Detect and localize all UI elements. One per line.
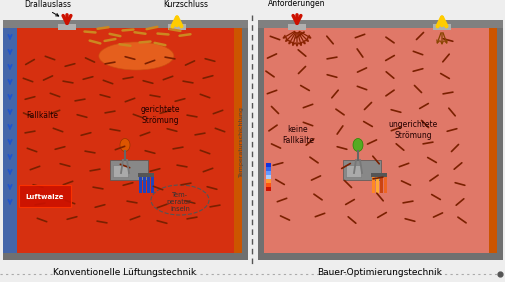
Bar — [370, 173, 386, 177]
Bar — [233, 28, 241, 253]
Ellipse shape — [120, 138, 130, 151]
Bar — [258, 20, 502, 28]
Bar — [432, 24, 450, 30]
Text: Bauer-Optimierungstechnik: Bauer-Optimierungstechnik — [317, 268, 441, 277]
Bar — [371, 175, 374, 193]
Bar — [168, 24, 186, 30]
Text: ungerichtete
Strömung: ungerichtete Strömung — [388, 120, 437, 140]
Bar — [375, 175, 378, 193]
Text: Konventionelle Lüftungstechnik: Konventionelle Lüftungstechnik — [54, 268, 196, 277]
Text: Kurzschluss: Kurzschluss — [163, 0, 208, 9]
Bar — [3, 28, 17, 253]
Bar — [150, 175, 154, 193]
Bar — [342, 160, 380, 180]
Bar — [139, 175, 142, 193]
Ellipse shape — [352, 138, 362, 151]
Bar — [258, 20, 502, 260]
Bar — [383, 175, 386, 193]
Text: Luftdurchlässe
ohne
Anforderungen: Luftdurchlässe ohne Anforderungen — [268, 0, 325, 8]
Text: Luftwalze: Luftwalze — [26, 194, 64, 200]
Bar — [3, 20, 247, 28]
Text: keine
Fallkälte: keine Fallkälte — [281, 125, 314, 145]
Text: Tem-
peratur-
inseln: Tem- peratur- inseln — [166, 192, 193, 212]
Bar — [3, 20, 247, 28]
Bar — [379, 175, 382, 193]
Bar — [17, 28, 233, 253]
Bar — [138, 173, 154, 177]
Bar — [345, 165, 360, 177]
Bar — [287, 24, 306, 30]
Bar — [58, 24, 76, 30]
Bar — [113, 165, 128, 177]
Bar — [266, 163, 271, 167]
Bar — [3, 20, 247, 260]
Bar — [147, 175, 149, 193]
Bar — [266, 187, 271, 191]
Bar — [143, 175, 146, 193]
Text: Fallkälte: Fallkälte — [26, 111, 58, 120]
Bar — [488, 28, 496, 253]
Bar — [266, 179, 271, 183]
Bar — [19, 185, 71, 207]
Bar — [266, 167, 271, 171]
Bar — [110, 160, 147, 180]
Text: Temperaturschichtung: Temperaturschichtung — [238, 107, 243, 177]
Bar — [266, 183, 271, 187]
Bar — [264, 28, 488, 253]
Bar — [266, 171, 271, 175]
Text: gerichtete
Strömung: gerichtete Strömung — [140, 105, 179, 125]
Ellipse shape — [98, 42, 174, 70]
Text: Drallauslass: Drallauslass — [24, 0, 71, 9]
Bar — [266, 175, 271, 179]
